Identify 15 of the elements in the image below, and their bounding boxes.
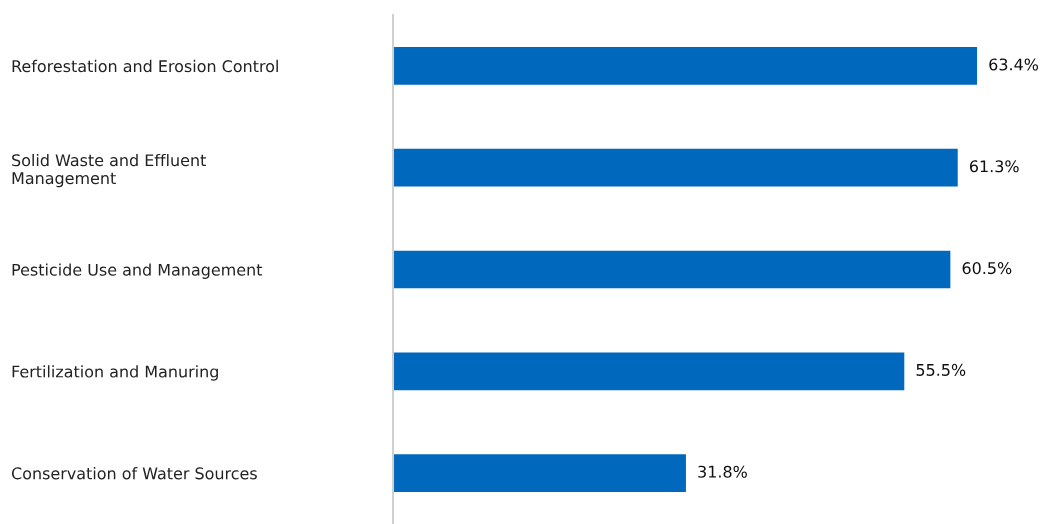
y-tick-label: Pesticide Use and Management [12, 263, 263, 279]
data-label: 61.3% [969, 160, 1019, 173]
y-tick-label: Conservation of Water Sources [11, 467, 257, 480]
y-tick-label: Reforestation and Erosion Control [12, 59, 278, 73]
y-tick-label: Fertilization and Manuring [12, 365, 218, 381]
bar [393, 352, 905, 391]
data-label: 55.5% [916, 363, 966, 376]
bar [393, 250, 951, 289]
y-tick-label: Solid Waste and Effluent Management [12, 153, 206, 188]
bar [393, 148, 958, 187]
data-label: 63.4% [989, 58, 1039, 71]
data-label: 31.8% [698, 465, 747, 478]
data-label: 60.5% [962, 262, 1012, 275]
bar [393, 454, 686, 492]
bar [393, 47, 978, 85]
